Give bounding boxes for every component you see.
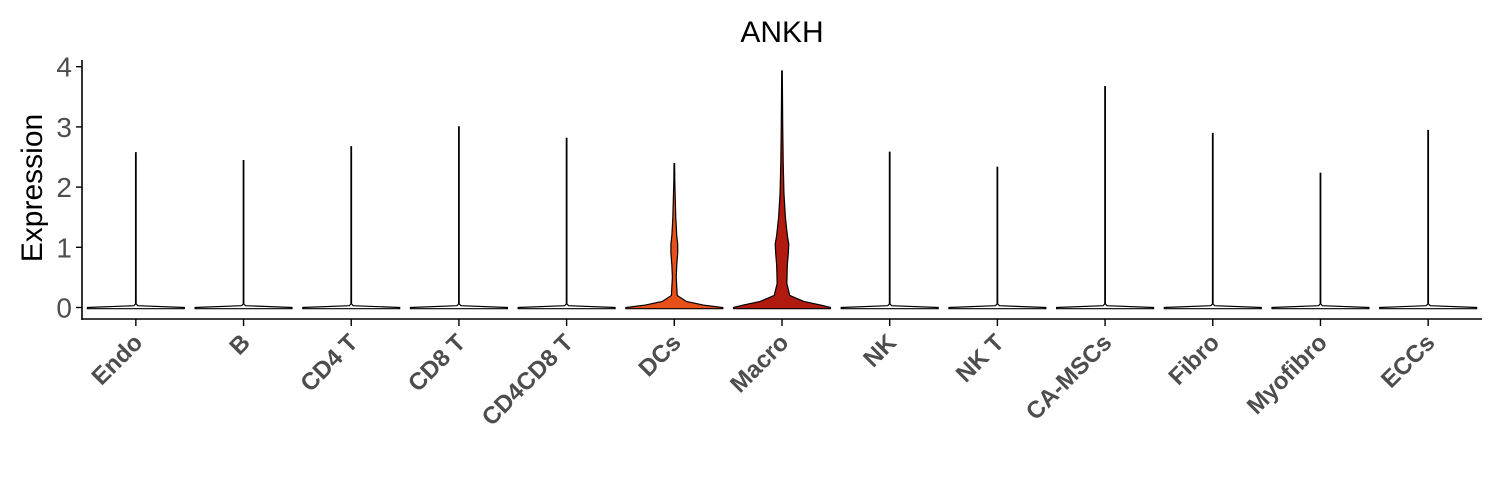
violin-ca-mscs	[1056, 85, 1155, 310]
x-tick-label: B	[224, 329, 255, 360]
violin-myofibro	[1271, 172, 1370, 310]
violin-fibro	[1163, 132, 1262, 310]
x-tick-label: NK	[858, 329, 902, 373]
x-tick-label: CD8 T	[403, 329, 471, 397]
x-tick-label: CD4 T	[295, 329, 363, 397]
violin-nk-t	[948, 166, 1047, 310]
x-tick-label: CD4CD8 T	[477, 329, 579, 431]
y-tick-label: 0	[56, 293, 72, 324]
x-tick-label: Macro	[725, 329, 794, 398]
violins-group	[86, 70, 1478, 310]
chart-title: ANKH	[740, 16, 823, 49]
x-tick-label: CA-MSCs	[1021, 329, 1117, 425]
violin-macro	[732, 70, 832, 310]
y-tick-label: 3	[56, 112, 72, 143]
violin-cd8-t	[409, 126, 508, 310]
x-tick-label: Myofibro	[1242, 329, 1333, 420]
x-tick-label: Fibro	[1163, 329, 1225, 391]
y-ticks-group: 0 1 2 3 4	[56, 52, 82, 324]
violin-eccs	[1379, 129, 1478, 310]
violin-cd4cd8-t	[517, 137, 616, 310]
x-ticks-group: Endo B CD4 T CD8 T CD4CD8 T DCs Macro NK NK T CA-…	[87, 319, 1440, 431]
violin-cd4-t	[302, 146, 401, 310]
x-tick-label: ECCs	[1376, 329, 1440, 393]
x-tick-label: Endo	[87, 329, 149, 391]
y-axis-label: Expression	[16, 114, 49, 262]
x-tick-label: DCs	[634, 329, 687, 382]
violin-nk	[840, 151, 939, 310]
violin-b	[194, 160, 293, 310]
violin-endo	[86, 152, 185, 310]
y-tick-label: 1	[56, 232, 72, 263]
x-tick-label: NK T	[951, 329, 1010, 388]
y-tick-label: 4	[56, 52, 72, 83]
violin-dcs	[625, 163, 724, 310]
y-tick-label: 2	[56, 172, 72, 203]
